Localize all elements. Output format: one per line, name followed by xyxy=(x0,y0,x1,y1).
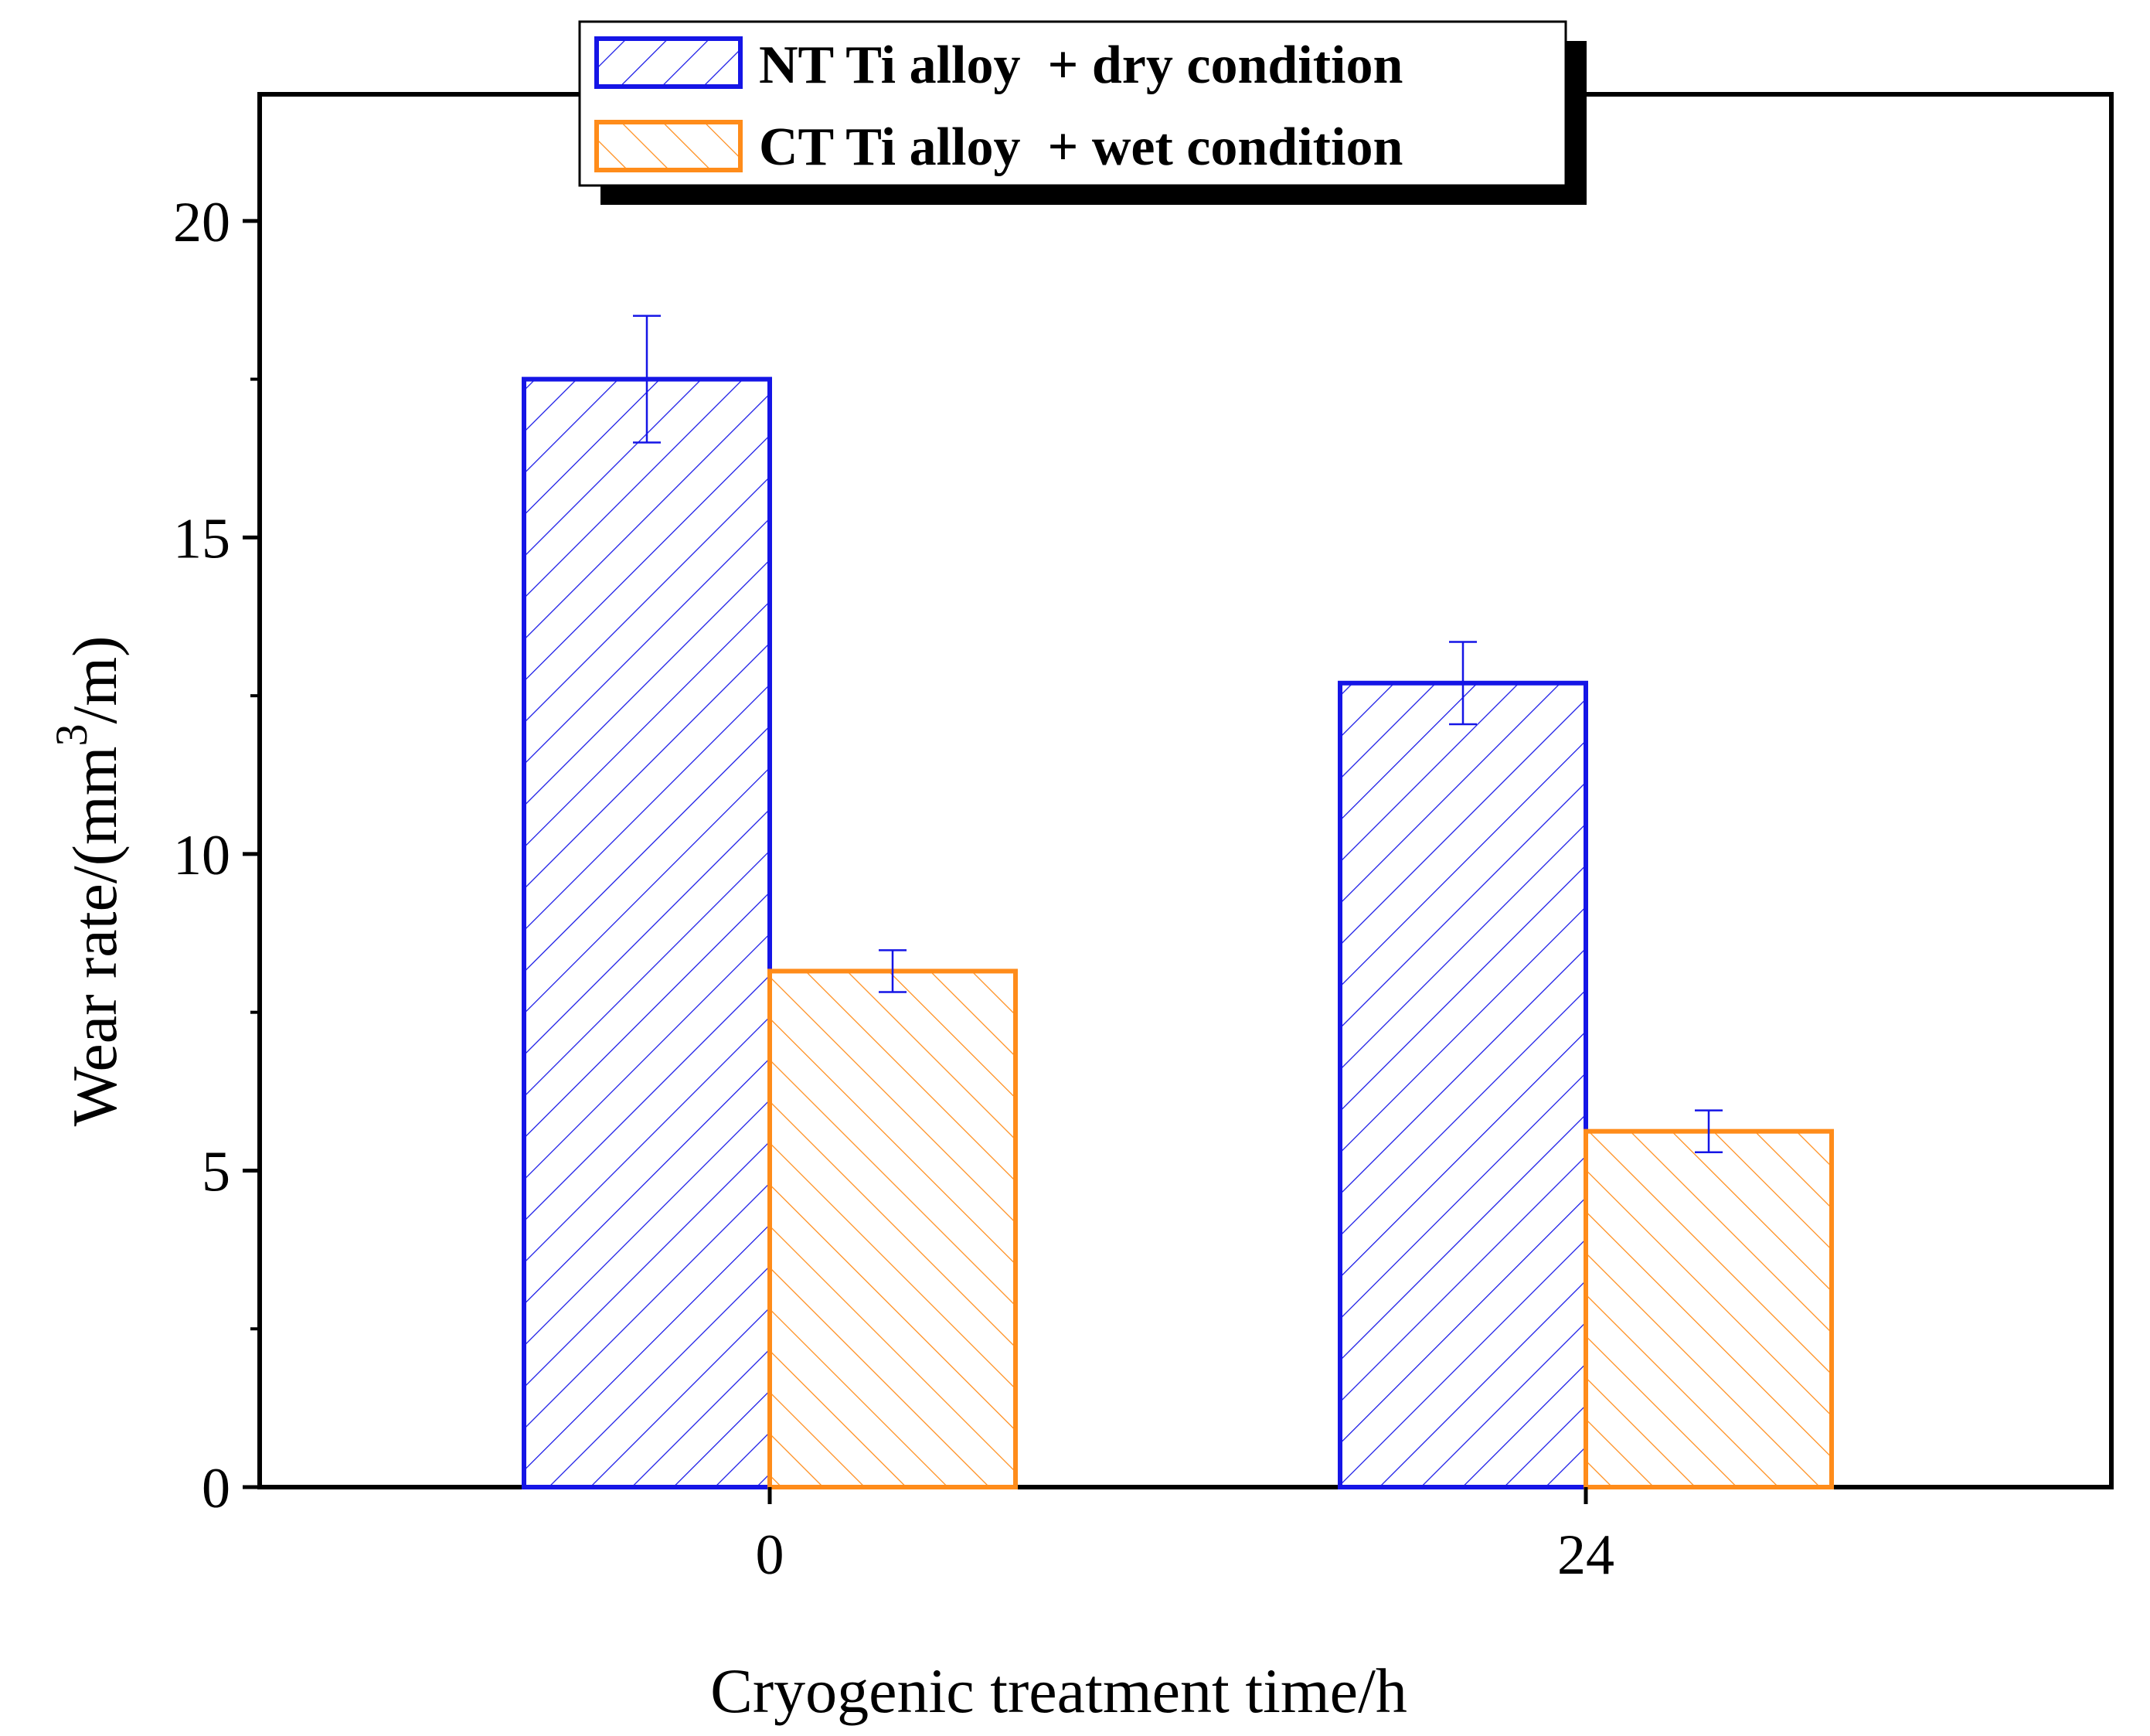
y-axis-title: Wear rate/(mm3/m) xyxy=(46,636,130,1127)
error-bar-nt-dry-24 xyxy=(1449,641,1477,726)
y-axis-title-superscript: 3 xyxy=(46,723,97,746)
legend-swatch-ct-wet-hatch xyxy=(597,122,740,170)
y-axis: 0 5 10 15 20 xyxy=(173,191,260,1520)
y-tick-label-10: 10 xyxy=(173,824,230,887)
error-bar-nt-dry-0 xyxy=(633,315,661,444)
legend-label-nt-dry: NT Ti alloy + dry condition xyxy=(759,36,1403,95)
bar-nt-dry-24 xyxy=(1338,680,1588,1489)
error-bar-ct-wet-0 xyxy=(879,949,907,993)
legend-swatch-nt-dry-hatch xyxy=(597,39,740,87)
bar-ct-wet-24 xyxy=(1584,1128,1834,1489)
y-tick-label-0: 0 xyxy=(202,1457,230,1520)
y-axis-title-main: Wear rate/(mm xyxy=(60,746,130,1126)
x-tick-label-24: 24 xyxy=(1557,1523,1614,1587)
y-tick-label-5: 5 xyxy=(202,1140,230,1203)
y-tick-label-20: 20 xyxy=(173,191,230,254)
x-tick-label-0: 0 xyxy=(756,1523,784,1587)
x-axis: 0 24 xyxy=(756,1487,1614,1587)
bar-ct-wet-0 xyxy=(767,968,1018,1489)
bars-layer xyxy=(522,376,1834,1489)
y-axis-title-suffix: /m) xyxy=(60,636,130,724)
error-bars-layer xyxy=(633,315,1723,1153)
error-bar-ct-wet-24 xyxy=(1695,1109,1723,1153)
legend-label-ct-wet: CT Ti alloy + wet condition xyxy=(759,117,1403,177)
bar-nt-dry-0 xyxy=(522,376,772,1489)
x-axis-title: Cryogenic treatment time/h xyxy=(710,1656,1407,1726)
legend-box xyxy=(578,20,1567,187)
y-tick-label-15: 15 xyxy=(173,507,230,570)
legend: NT Ti alloy + dry condition CT Ti alloy … xyxy=(578,20,1587,205)
